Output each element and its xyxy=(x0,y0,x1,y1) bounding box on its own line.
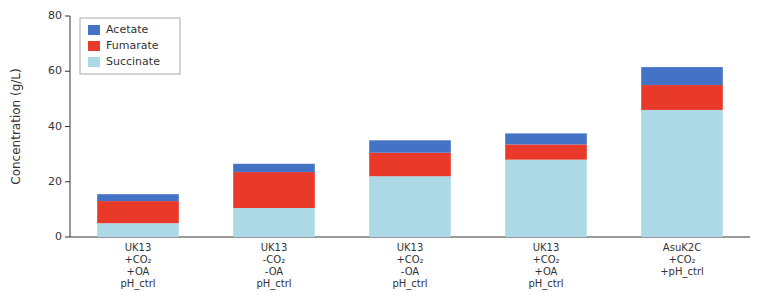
legend-swatch xyxy=(88,57,100,67)
y-tick xyxy=(65,181,70,182)
y-tick xyxy=(65,71,70,72)
x-tick-label: AsuK2C+CO₂+pH_ctrl xyxy=(660,242,704,278)
legend-label: Acetate xyxy=(106,23,149,36)
bar-segment xyxy=(505,144,587,159)
bar-segment xyxy=(505,133,587,144)
y-tick-label: 20 xyxy=(48,175,62,188)
bars xyxy=(97,67,723,237)
legend: Acetate Fumarate Succinate xyxy=(80,18,180,74)
x-tick-label: UK13-CO₂-OApH_ctrl xyxy=(256,242,291,290)
y-tick-label: 60 xyxy=(48,64,62,77)
bar-segment xyxy=(97,223,179,237)
chart: 0 20 40 60 80 Concentration (g/L) UK13+CO₂+OAp… xyxy=(0,0,770,301)
y-axis: 0 20 40 60 80 xyxy=(48,9,70,243)
bar-segment xyxy=(641,110,723,237)
x-tick-label: UK13+CO₂+OApH_ctrl xyxy=(120,242,155,290)
bar-segment xyxy=(233,172,315,208)
y-axis-label: Concentration (g/L) xyxy=(9,68,23,184)
y-tick xyxy=(65,16,70,17)
bar-segment xyxy=(641,85,723,110)
x-tick-label: UK13+CO₂-OApH_ctrl xyxy=(392,242,427,290)
bar-segment xyxy=(97,194,179,201)
y-tick xyxy=(65,126,70,127)
x-tick-label: UK13+CO₂+OApH_ctrl xyxy=(528,242,563,290)
y-tick-label: 80 xyxy=(48,9,62,22)
y-tick-label: 40 xyxy=(48,120,62,133)
legend-label: Fumarate xyxy=(106,39,159,52)
legend-swatch xyxy=(88,41,100,51)
bar-segment xyxy=(641,67,723,85)
bar-segment xyxy=(369,140,451,152)
legend-frame xyxy=(80,18,180,74)
y-tick xyxy=(65,237,70,238)
x-axis: UK13+CO₂+OApH_ctrl UK13-CO₂-OApH_ctrl UK13… xyxy=(70,237,750,290)
bar-segment xyxy=(369,153,451,176)
bar-segment xyxy=(233,164,315,172)
bar-segment xyxy=(233,208,315,237)
bar-segment xyxy=(369,176,451,237)
bar-segment xyxy=(97,201,179,223)
y-tick-label: 0 xyxy=(55,230,62,243)
legend-swatch xyxy=(88,25,100,35)
legend-label: Succinate xyxy=(106,55,160,68)
bar-segment xyxy=(505,160,587,237)
